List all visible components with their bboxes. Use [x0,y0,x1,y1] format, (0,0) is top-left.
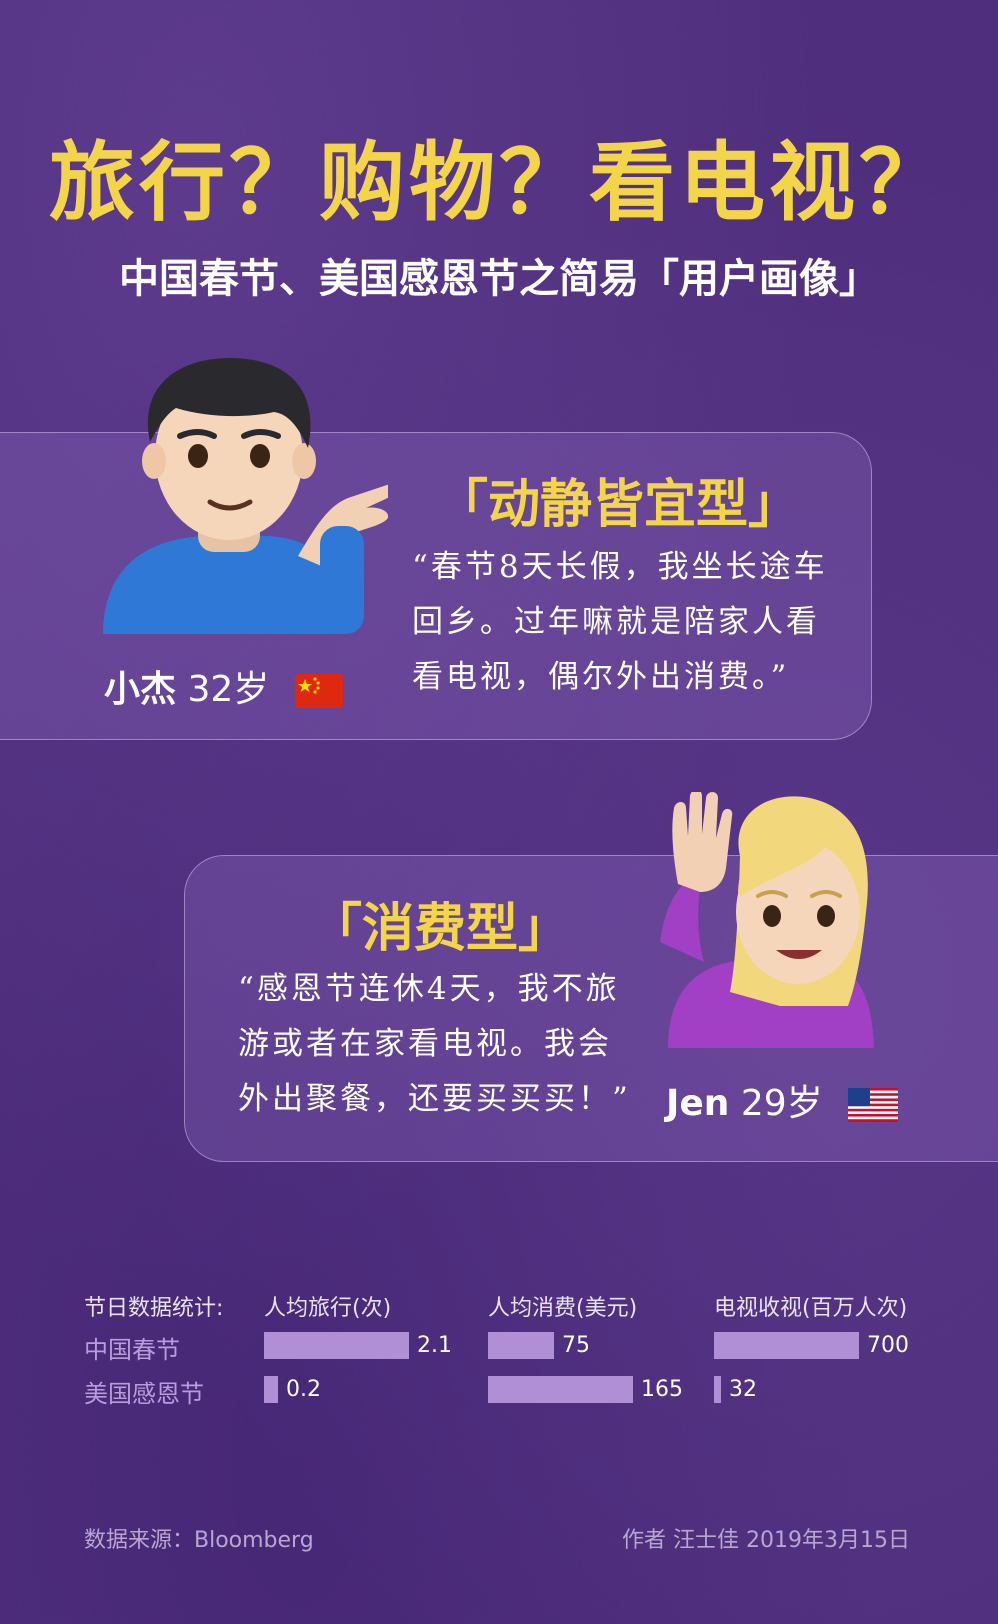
stats-bar [488,1376,633,1403]
person-name: 小杰 [104,669,177,710]
person-name-jen: Jen 29岁 [666,1074,899,1126]
stats-bar [714,1332,859,1359]
stats-column-header: 人均旅行(次) [264,1296,392,1321]
stats-bar-value: 700 [867,1333,909,1358]
stats-section-label: 节日数据统计: [84,1296,224,1321]
person-age: 29岁 [740,1083,823,1124]
stats-bar-value: 75 [562,1333,590,1358]
stats-bar [714,1376,721,1403]
profile-type-title: 「消费型」 [310,899,571,959]
data-source: 数据来源：Bloomberg [84,1528,314,1553]
page-title: 旅行？购物？看电视？ [49,133,949,233]
stats-bar-value: 165 [641,1377,683,1402]
author-credit: 作者 汪士佳 2019年3月15日 [622,1528,910,1553]
stats-bar [488,1332,554,1359]
stats-column-header: 电视收视(百万人次) [714,1296,908,1321]
profile-quote: “春节8天长假，我坐长途车 回乡。过年嘛就是陪家人看 看电视，偶尔外出消费。” [412,540,828,705]
usa-flag-icon [848,1088,899,1122]
person-name-xiaojie: 小杰 32岁 [104,660,343,712]
quote-line: 游或者在家看电视。我会 [238,1026,612,1062]
stats-bar-value: 0.2 [286,1377,321,1402]
page-subtitle: 中国春节、美国感恩节之简易「用户画像」 [119,256,879,302]
quote-line: “春节8天长假，我坐长途车 [412,549,828,585]
stats-row-label: 美国感恩节 [84,1380,204,1408]
china-flag-icon [294,674,343,708]
profile-type-title: 「动静皆宜型」 [436,475,801,535]
stats-column-header: 人均消费(美元) [488,1296,638,1321]
profile-quote: “感恩节连休4天，我不旅 游或者在家看电视。我会 外出聚餐，还要买买买！” [238,962,631,1127]
man-tipping-hand-icon [103,358,388,634]
stats-bar-value: 32 [729,1377,757,1402]
quote-line: 回乡。过年嘛就是陪家人看 [412,604,820,640]
person-name: Jen [666,1083,730,1124]
stats-bar-value: 2.1 [417,1333,452,1358]
quote-line: 看电视，偶尔外出消费。” [412,659,790,695]
quote-line: “感恩节连休4天，我不旅 [238,971,620,1007]
quote-line: 外出聚餐，还要买买买！” [238,1081,631,1117]
person-age: 32岁 [187,669,270,710]
stats-bar [264,1376,278,1403]
woman-raising-hand-icon [660,792,874,1048]
stats-bar [264,1332,409,1359]
stats-row-label: 中国春节 [84,1336,180,1364]
